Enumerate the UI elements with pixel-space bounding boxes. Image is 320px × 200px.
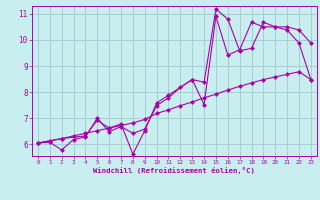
X-axis label: Windchill (Refroidissement éolien,°C): Windchill (Refroidissement éolien,°C): [93, 167, 255, 174]
